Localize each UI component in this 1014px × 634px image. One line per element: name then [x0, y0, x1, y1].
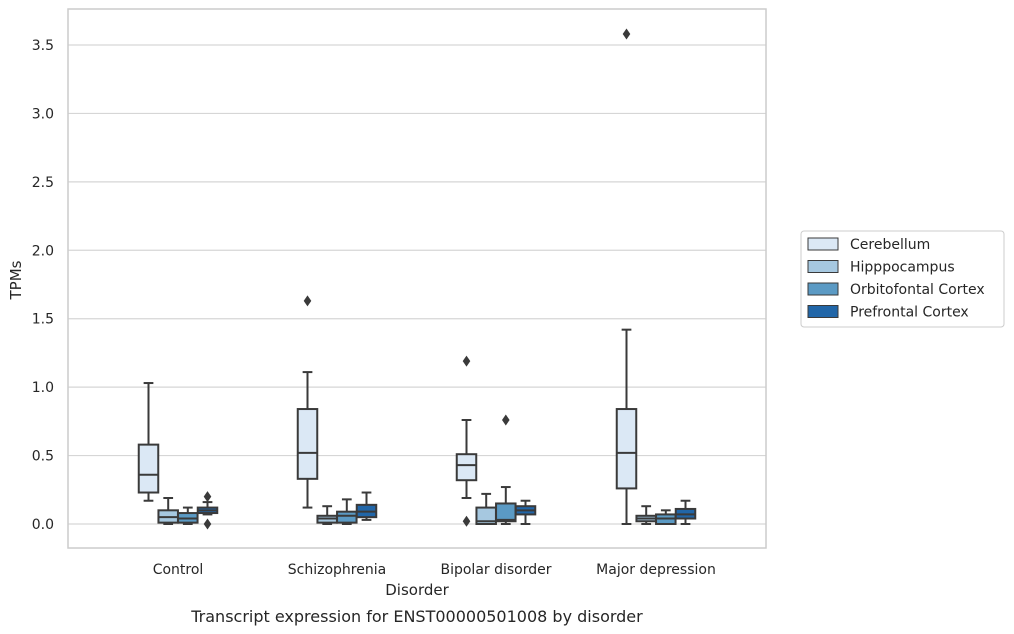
box [137, 443, 160, 494]
chart-caption: Transcript expression for ENST0000050100… [190, 607, 643, 626]
y-axis-title: TPMs [7, 260, 25, 300]
y-axis-ticks: 0.0 0.5 1.0 1.5 2.0 2.5 3.0 3.5 [32, 38, 54, 533]
box [615, 408, 638, 490]
y-tick-label: 0.5 [32, 449, 54, 465]
x-axis-title: Disorder [385, 581, 449, 599]
x-axis-ticks: Control Schizophrenia Bipolar disorder Majo… [153, 562, 716, 578]
outlier-point [462, 515, 471, 527]
box [336, 510, 358, 524]
outlier-point [203, 491, 212, 503]
x-tick-label: Bipolar disorder [440, 562, 551, 578]
outlier-point [622, 28, 631, 40]
y-tick-label: 3.0 [32, 106, 54, 122]
plot-area-frame [67, 8, 767, 549]
legend-swatch [807, 260, 839, 273]
y-tick-label: 2.0 [32, 243, 54, 259]
x-tick-label: Major depression [596, 562, 716, 578]
outlier-point [462, 355, 471, 367]
legend-swatch [807, 305, 839, 318]
series-hipppocampus [157, 492, 657, 526]
legend: Cerebellum Hipppocampus Orbitofontal Corte… [800, 230, 1005, 328]
legend-label: Orbitofontal Cortex [850, 282, 985, 298]
series-orbitofontal-cortex [177, 414, 677, 525]
x-tick-label: Schizophrenia [288, 562, 386, 578]
y-tick-label: 1.5 [32, 312, 54, 328]
outlier-point [203, 518, 212, 530]
y-tick-label: 3.5 [32, 38, 54, 54]
legend-swatch [807, 282, 839, 296]
y-tick-label: 2.5 [32, 175, 54, 191]
legend-frame [800, 230, 1005, 328]
box [495, 502, 517, 523]
series-prefrontal-cortex [196, 491, 697, 530]
legend-label: Hipppocampus [850, 260, 955, 276]
series-cerebellum [137, 28, 638, 527]
outlier-point [502, 414, 510, 426]
y-tick-label: 0.0 [32, 517, 54, 533]
x-tick-label: Control [153, 562, 204, 578]
box [296, 408, 319, 480]
legend-swatch [807, 237, 839, 251]
outlier-point [303, 295, 312, 307]
box-series [137, 28, 697, 530]
y-tick-label: 1.0 [32, 380, 54, 396]
box [455, 453, 478, 482]
legend-label: Cerebellum [850, 237, 930, 253]
grid-lines [68, 44, 766, 525]
legend-label: Prefrontal Cortex [850, 305, 969, 321]
